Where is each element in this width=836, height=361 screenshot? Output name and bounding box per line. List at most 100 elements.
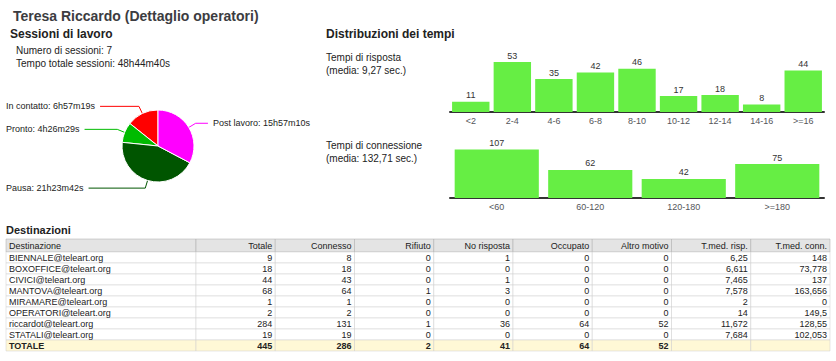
svg-text:12-14: 12-14	[709, 116, 732, 126]
svg-text:1: 1	[505, 253, 510, 263]
svg-text:0: 0	[426, 330, 431, 340]
svg-text:68: 68	[262, 286, 272, 296]
svg-text:52: 52	[658, 319, 668, 329]
svg-text:Sessioni di lavoro: Sessioni di lavoro	[10, 27, 113, 41]
svg-text:CIVICI@teleart.org: CIVICI@teleart.org	[9, 275, 85, 285]
svg-text:Distribuzioni dei tempi: Distribuzioni dei tempi	[326, 27, 455, 41]
svg-text:4-6: 4-6	[547, 116, 560, 126]
svg-text:0: 0	[663, 286, 668, 296]
svg-text:7,684: 7,684	[725, 330, 748, 340]
svg-text:107: 107	[489, 138, 504, 148]
svg-text:0: 0	[663, 308, 668, 318]
svg-text:3: 3	[505, 286, 510, 296]
svg-text:0: 0	[426, 253, 431, 263]
svg-text:0: 0	[584, 275, 589, 285]
svg-text:0: 0	[584, 330, 589, 340]
svg-text:Numero di sessioni: 7: Numero di sessioni: 7	[16, 45, 113, 56]
svg-text:128,55: 128,55	[799, 319, 827, 329]
svg-text:T.med. conn.: T.med. conn.	[775, 241, 827, 251]
svg-text:7,465: 7,465	[725, 275, 748, 285]
svg-text:17: 17	[674, 85, 684, 95]
svg-text:T.med. risp.: T.med. risp.	[701, 241, 748, 251]
svg-text:286: 286	[336, 341, 351, 351]
svg-text:64: 64	[341, 286, 351, 296]
svg-text:Pausa: 21h23m42s: Pausa: 21h23m42s	[6, 183, 84, 193]
svg-text:riccardot@teleart.org: riccardot@teleart.org	[9, 319, 93, 329]
svg-text:0: 0	[584, 286, 589, 296]
svg-text:Destinazioni: Destinazioni	[6, 224, 71, 236]
svg-text:36: 36	[500, 319, 510, 329]
svg-text:2-4: 2-4	[506, 116, 519, 126]
svg-text:73,778: 73,778	[799, 264, 827, 274]
svg-text:35: 35	[549, 68, 559, 78]
svg-text:137: 137	[812, 275, 827, 285]
svg-text:284: 284	[257, 319, 272, 329]
svg-text:11: 11	[466, 90, 475, 100]
svg-text:0: 0	[584, 264, 589, 274]
svg-text:41: 41	[500, 341, 510, 351]
svg-text:1: 1	[426, 319, 431, 329]
svg-text:0: 0	[426, 275, 431, 285]
svg-text:62: 62	[585, 158, 595, 168]
svg-text:445: 445	[257, 341, 272, 351]
svg-text:BOXOFFICE@teleart.org: BOXOFFICE@teleart.org	[9, 264, 111, 274]
svg-text:2: 2	[426, 341, 431, 351]
svg-text:Occupato: Occupato	[551, 241, 590, 251]
svg-text:64: 64	[579, 341, 589, 351]
svg-text:0: 0	[822, 297, 827, 307]
svg-text:52: 52	[658, 341, 668, 351]
svg-text:Totale: Totale	[248, 241, 272, 251]
svg-text:8: 8	[346, 253, 351, 263]
svg-text:BIENNALE@teleart.org: BIENNALE@teleart.org	[9, 253, 103, 263]
svg-text:163,656: 163,656	[794, 286, 827, 296]
svg-text:14: 14	[738, 308, 748, 318]
svg-text:Altro motivo: Altro motivo	[621, 241, 669, 251]
svg-text:149,5: 149,5	[804, 308, 827, 318]
svg-text:<60: <60	[489, 202, 504, 212]
svg-text:6-8: 6-8	[589, 116, 602, 126]
svg-text:Rifiuto: Rifiuto	[405, 241, 431, 251]
svg-text:42: 42	[590, 61, 600, 71]
svg-text:60-120: 60-120	[576, 202, 604, 212]
svg-text:0: 0	[584, 308, 589, 318]
svg-text:44: 44	[798, 59, 808, 69]
svg-text:0: 0	[426, 297, 431, 307]
svg-text:64: 64	[579, 319, 589, 329]
svg-text:8: 8	[759, 93, 764, 103]
svg-text:0: 0	[505, 297, 510, 307]
svg-text:75: 75	[772, 153, 782, 163]
svg-text:Destinazione: Destinazione	[9, 241, 61, 251]
svg-text:0: 0	[663, 330, 668, 340]
svg-text:7,578: 7,578	[725, 286, 748, 296]
svg-text:<2: <2	[466, 116, 476, 126]
svg-text:11,672: 11,672	[721, 319, 748, 329]
svg-text:43: 43	[341, 275, 351, 285]
svg-text:42: 42	[679, 167, 689, 177]
svg-text:OPERATORI@teleart.org: OPERATORI@teleart.org	[9, 308, 111, 318]
svg-text:46: 46	[632, 57, 642, 67]
svg-text:1: 1	[267, 297, 272, 307]
svg-text:No risposta: No risposta	[464, 241, 510, 251]
svg-text:53: 53	[507, 51, 517, 61]
svg-text:0: 0	[663, 297, 668, 307]
svg-text:0: 0	[505, 264, 510, 274]
svg-text:0: 0	[505, 330, 510, 340]
svg-text:MANTOVA@teleart.org: MANTOVA@teleart.org	[9, 286, 102, 296]
svg-text:0: 0	[426, 308, 431, 318]
svg-text:18: 18	[341, 264, 351, 274]
svg-text:(media: 9,27 sec.): (media: 9,27 sec.)	[326, 65, 406, 76]
svg-text:Post lavoro: 15h57m10s: Post lavoro: 15h57m10s	[213, 118, 311, 128]
svg-text:1: 1	[346, 297, 351, 307]
svg-text:18: 18	[262, 264, 272, 274]
svg-text:44: 44	[262, 275, 272, 285]
svg-text:19: 19	[262, 330, 272, 340]
svg-text:6,611: 6,611	[726, 264, 748, 274]
svg-text:14-16: 14-16	[750, 116, 773, 126]
svg-text:1: 1	[426, 286, 431, 296]
svg-text:6,25: 6,25	[730, 253, 748, 263]
svg-text:102,053: 102,053	[794, 330, 827, 340]
svg-text:In contatto: 6h57m19s: In contatto: 6h57m19s	[6, 101, 96, 111]
svg-text:0: 0	[426, 264, 431, 274]
svg-text:18: 18	[715, 84, 725, 94]
svg-text:>=16: >=16	[793, 116, 814, 126]
